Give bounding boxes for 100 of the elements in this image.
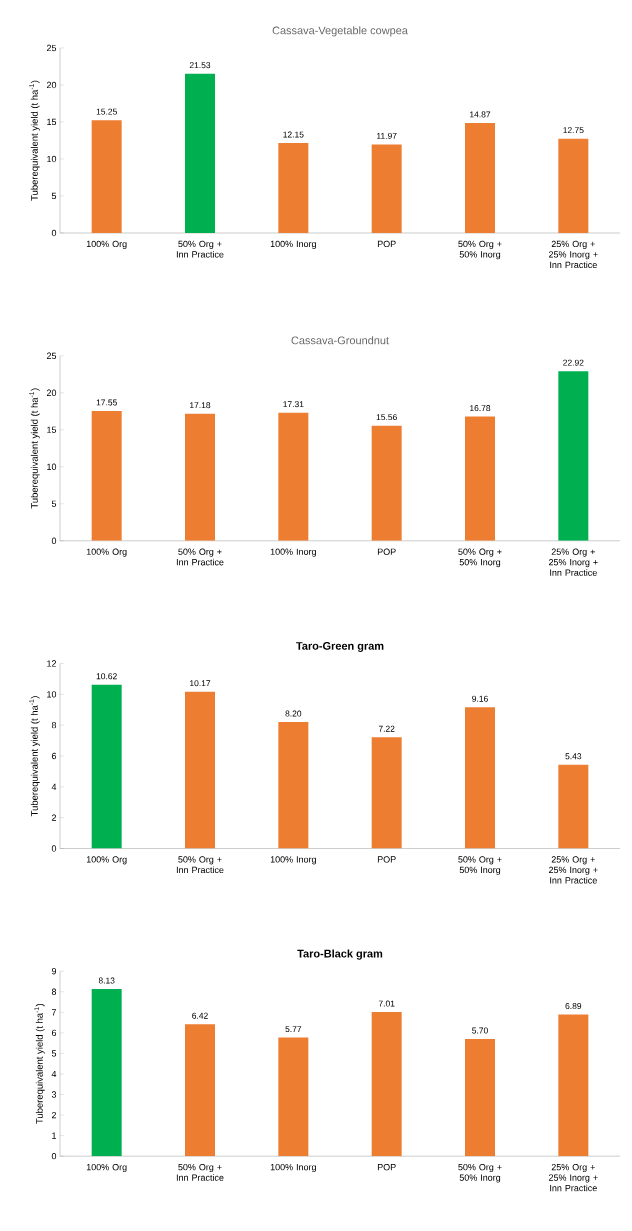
y-tick-label: 8 — [51, 721, 57, 729]
bar — [91, 684, 122, 849]
y-tick-label: 5 — [51, 192, 57, 200]
y-axis-title: Tuberequivalent yield (t ha$^{-1}$) — [34, 1003, 45, 1124]
x-tick-label: POP — [377, 856, 396, 863]
y-tick-label: 0 — [51, 537, 57, 544]
x-tick-label: POP — [377, 240, 396, 248]
data-label: 6.89 — [565, 1003, 582, 1010]
y-tick-label: 9 — [51, 968, 57, 975]
x-tick-label: 50% Org + Inn Practice — [176, 240, 224, 258]
y-tick-label: 15 — [47, 118, 57, 126]
bar — [185, 73, 215, 233]
x-tick-label: 50% Org + 50% Inorg — [458, 856, 502, 875]
data-label: 5.43 — [565, 753, 582, 760]
x-tick-label: 50% Org + Inn Practice — [176, 1163, 224, 1181]
bar — [465, 1039, 495, 1157]
data-label: 17.55 — [96, 399, 117, 406]
bar — [465, 416, 495, 541]
data-label: 15.56 — [376, 414, 397, 421]
x-tick-label: 100% Inorg — [270, 856, 316, 865]
y-tick-label: 20 — [46, 389, 57, 396]
x-tick-label: 50% Org + 50% Inorg — [458, 1163, 502, 1183]
x-tick-label: POP — [377, 1163, 396, 1171]
data-label: 5.70 — [472, 1027, 488, 1034]
y-tick-label: 15 — [47, 426, 57, 433]
x-tick-label: 100% Org — [86, 240, 127, 249]
x-tick-label: 100% Inorg — [270, 1163, 316, 1173]
y-tick-label: 4 — [51, 1070, 57, 1078]
y-tick-label: 5 — [51, 500, 57, 507]
bar — [278, 722, 309, 849]
x-tick-label: 25% Org + 25% Inorg + Inn Practice — [548, 856, 598, 884]
data-label: 22.92 — [563, 359, 584, 366]
y-tick-label: 5 — [51, 1050, 57, 1057]
data-label: 12.75 — [563, 127, 584, 134]
y-tick-label: 3 — [51, 1091, 57, 1098]
y-tick-label: 10 — [47, 155, 57, 163]
data-label: 11.97 — [377, 132, 397, 139]
data-label: 15.25 — [96, 108, 117, 115]
y-tick-label: 1 — [52, 1132, 57, 1139]
bar — [278, 143, 309, 233]
bar — [278, 1037, 309, 1157]
x-tick-label: 25% Org + 25% Inorg + Inn Practice — [548, 1163, 598, 1192]
x-tick-label: 50% Org + 50% Inorg — [458, 548, 502, 568]
bar — [558, 138, 589, 233]
x-tick-label: 100% Org — [86, 856, 127, 865]
bar — [185, 1024, 215, 1157]
x-tick-label: 100% Inorg — [270, 548, 316, 557]
bar — [91, 120, 122, 233]
data-label: 9.16 — [472, 695, 488, 702]
y-axis-title: Tuberequivalent yield (t ha$^{-1}$) — [29, 696, 40, 817]
y-tick-label: 0 — [51, 1153, 57, 1160]
x-tick-label: 50% Org + Inn Practice — [176, 548, 224, 566]
y-tick-label: 7 — [51, 1009, 57, 1016]
bar — [465, 707, 495, 849]
data-label: 12.15 — [283, 131, 304, 138]
bar — [558, 764, 589, 849]
data-label: 5.77 — [285, 1026, 302, 1033]
x-tick-label: 25% Org + 25% Inorg + Inn Practice — [548, 548, 598, 576]
bar — [465, 122, 495, 233]
y-tick-label: 0 — [51, 845, 57, 852]
data-label: 8.20 — [285, 710, 302, 717]
y-tick-label: 12 — [47, 660, 57, 667]
x-tick-label: 100% Inorg — [270, 240, 316, 249]
y-tick-label: 0 — [51, 229, 57, 237]
y-tick-label: 20 — [46, 81, 57, 89]
bar — [371, 425, 402, 541]
bar — [91, 989, 122, 1157]
y-tick-label: 2 — [51, 1111, 57, 1119]
x-tick-label: 100% Org — [86, 548, 127, 557]
y-tick-label: 2 — [51, 814, 57, 821]
chart-title: Cassava-Groundnut — [291, 336, 389, 345]
chart-title: Taro-Black gram — [297, 949, 383, 960]
chart-title: Cassava-Vegetable cowpea — [272, 26, 408, 37]
x-tick-label: POP — [377, 548, 396, 555]
data-label: 7.22 — [378, 725, 395, 732]
data-label: 14.87 — [470, 111, 491, 118]
bar — [371, 144, 402, 233]
y-tick-label: 10 — [47, 691, 57, 698]
y-tick-label: 6 — [51, 1029, 57, 1037]
data-label: 10.62 — [96, 673, 117, 680]
y-tick-label: 25 — [46, 44, 57, 52]
chart-title: Taro-Green gram — [296, 642, 384, 652]
bar — [278, 412, 309, 541]
y-tick-label: 4 — [51, 783, 57, 790]
y-tick-label: 8 — [51, 988, 57, 995]
bar — [371, 737, 402, 849]
y-tick-label: 10 — [47, 463, 57, 470]
data-label: 17.18 — [190, 402, 211, 409]
data-label: 17.31 — [283, 401, 304, 408]
data-label: 8.13 — [98, 977, 115, 984]
y-tick-label: 25 — [46, 352, 57, 359]
data-label: 7.01 — [378, 1000, 395, 1007]
x-tick-label: 50% Org + Inn Practice — [176, 856, 224, 874]
bar — [371, 1012, 402, 1157]
data-label: 6.42 — [192, 1012, 208, 1019]
data-label: 10.17 — [190, 680, 211, 687]
bar — [91, 410, 122, 541]
x-tick-label: 25% Org + 25% Inorg + Inn Practice — [548, 240, 598, 269]
bar — [185, 691, 215, 849]
data-label: 16.78 — [470, 405, 491, 412]
